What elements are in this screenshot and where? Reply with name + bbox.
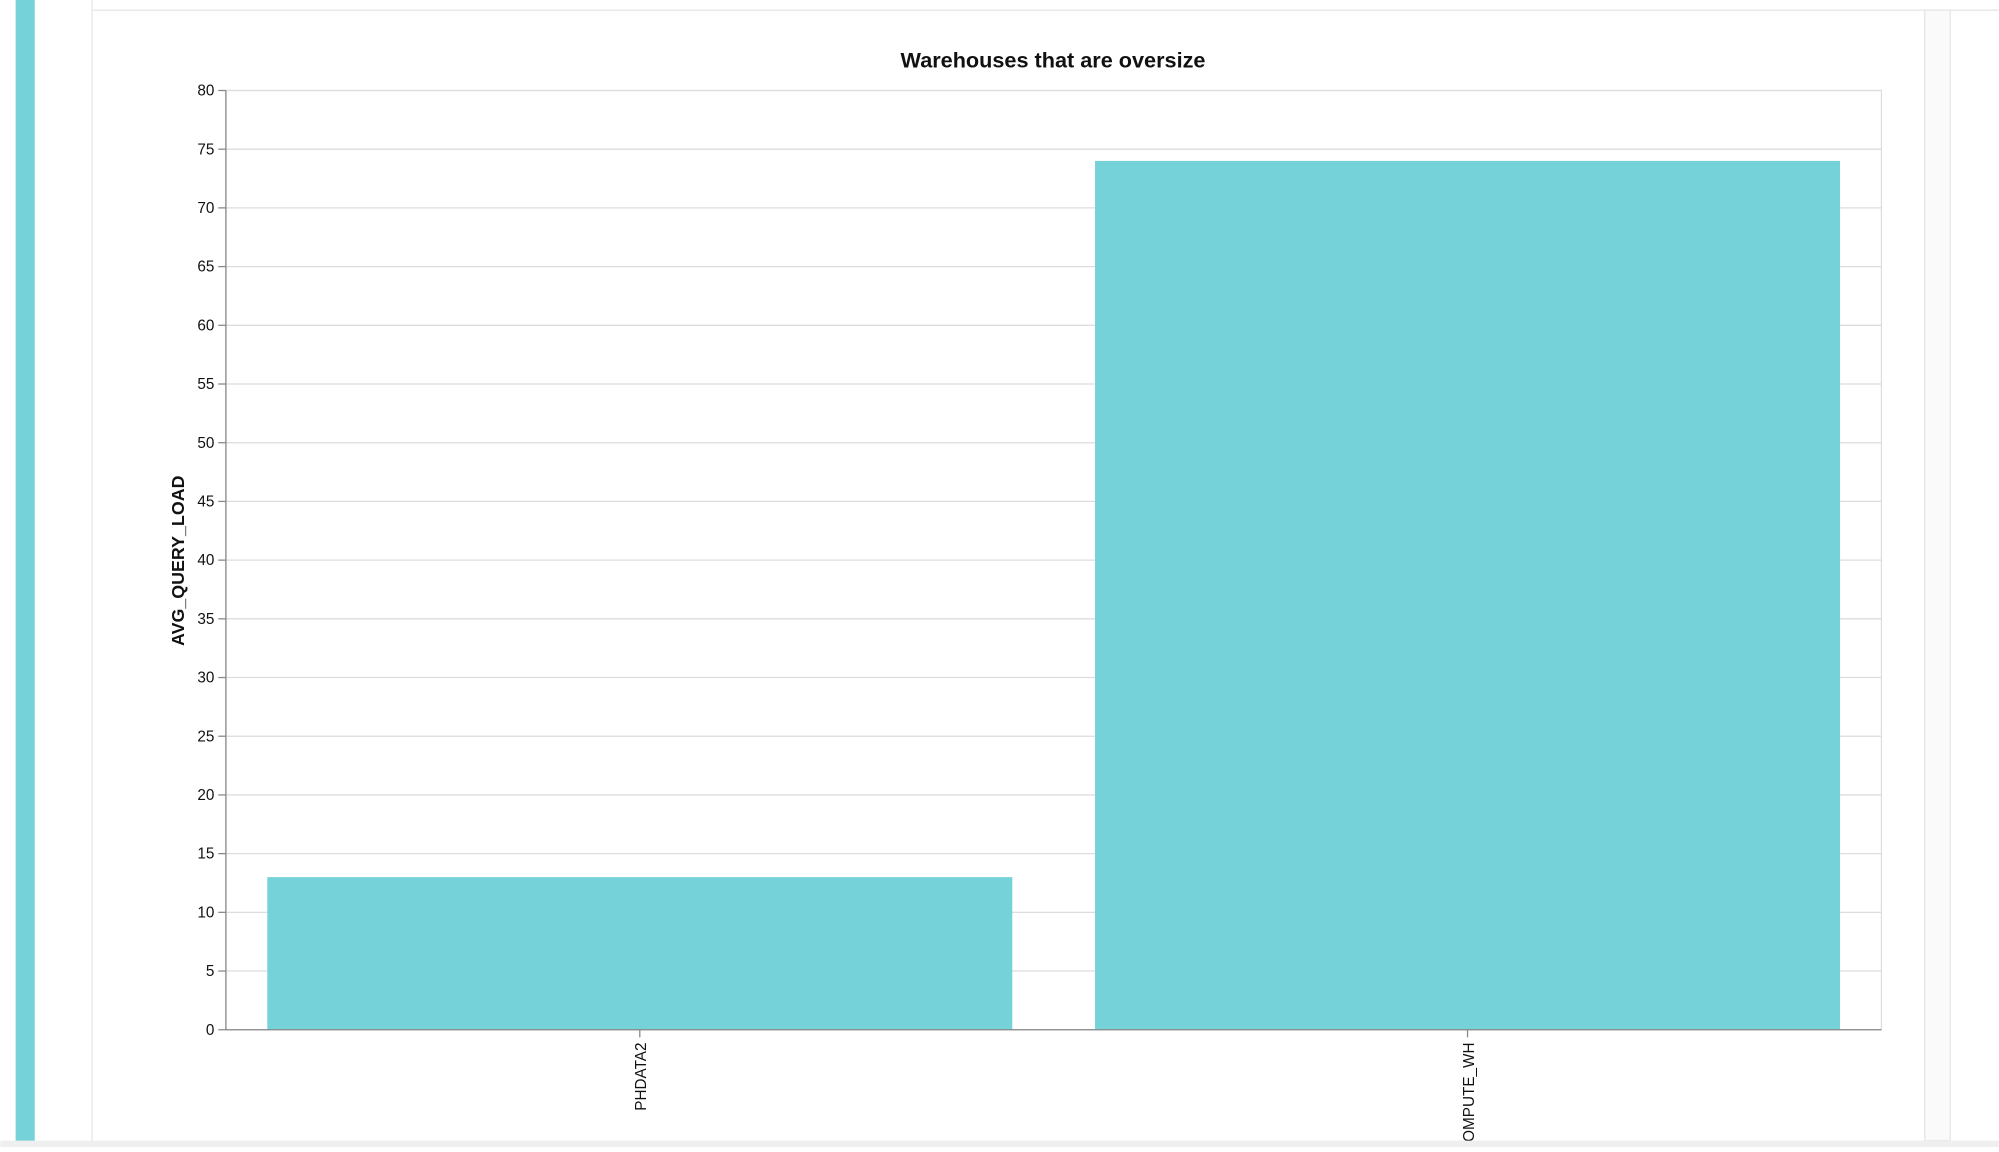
y-tick-label: 10 (197, 904, 214, 921)
y-tick-label: 40 (197, 552, 214, 569)
y-tick-label: 50 (197, 435, 214, 452)
bar (267, 877, 1013, 1030)
x-tick-label: PHDATA2 (633, 1042, 650, 1110)
y-tick-label: 65 (197, 259, 214, 276)
y-tick-label: 35 (197, 611, 214, 628)
chart-title: Warehouses that are oversize (901, 48, 1206, 73)
y-tick-label: 0 (206, 1022, 214, 1039)
y-tick-label: 15 (197, 846, 214, 863)
y-tick-label: 45 (197, 494, 214, 511)
y-tick-label: 60 (197, 317, 214, 334)
y-tick-label: 55 (197, 376, 214, 393)
y-tick-label: 75 (197, 141, 214, 158)
y-tick-label: 5 (206, 963, 214, 980)
y-tick-label: 25 (197, 728, 214, 745)
side-accent (15, 0, 35, 1147)
chart: Warehouses that are oversize AVG_QUERY_L… (168, 48, 1883, 1147)
y-tick-label: 70 (197, 200, 214, 217)
y-tick-label: 30 (197, 670, 214, 687)
scrollbar (1924, 9, 1951, 1142)
bottom-bar (0, 1140, 1999, 1147)
y-tick-label: 80 (197, 83, 214, 100)
bar (1095, 160, 1841, 1030)
y-axis-label: AVG_QUERY_LOAD (168, 475, 188, 646)
y-tick-label: 20 (197, 787, 214, 804)
x-tick-label: COMPUTE_WH (1461, 1042, 1478, 1147)
